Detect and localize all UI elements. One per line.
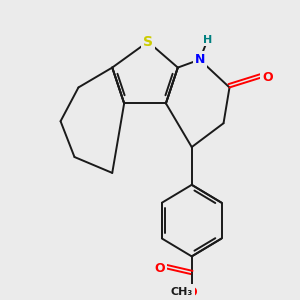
Text: H: H [203,35,212,45]
Text: O: O [154,262,165,275]
Text: S: S [143,35,153,49]
Text: O: O [262,71,273,84]
Text: O: O [186,286,197,299]
Text: N: N [194,53,205,66]
Text: CH₃: CH₃ [171,287,193,297]
